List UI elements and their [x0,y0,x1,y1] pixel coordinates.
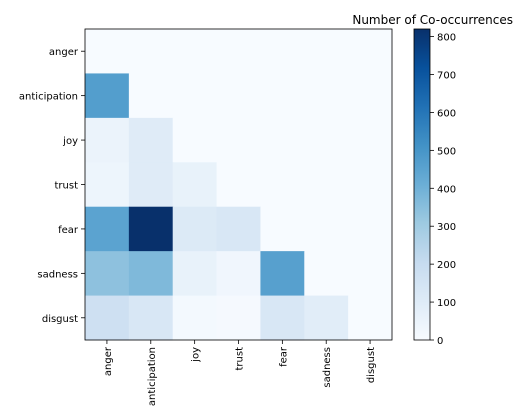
heatmap-cell-trust-anger [85,162,130,208]
heatmap-cell-fear-fear [260,206,305,252]
x-tick-label: anger [103,346,114,376]
y-tick-label: anger [49,47,79,58]
heatmap-cell-trust-disgust [348,162,393,208]
y-tick-label: joy [62,136,78,147]
heatmap-cell-anticipation-disgust [348,73,393,119]
colorbar-ticks: 0 100 200 300 400 500 600 700 800 [430,33,456,347]
heatmap-cells [85,29,393,341]
heatmap-cell-anger-disgust [348,29,393,74]
colorbar-tick-label: 100 [437,298,456,309]
heatmap-cell-joy-anticipation [128,117,174,163]
colorbar [413,28,431,341]
heatmap-cell-disgust-trust [216,295,261,341]
heatmap-cell-trust-trust [216,162,261,208]
heatmap-cell-trust-anticipation [128,162,174,208]
heatmap-cell-disgust-sadness [304,295,349,341]
colorbar-tick-label: 300 [437,222,456,233]
colorbar-tick-label: 800 [437,33,456,44]
heatmap-cell-anger-anticipation [128,29,174,74]
y-tick-label: trust [54,181,78,192]
colorbar-tick-label: 0 [437,336,443,347]
heatmap-cell-disgust-anticipation [128,295,174,341]
heatmap-cell-fear-sadness [304,206,349,252]
x-tick-label: joy [191,347,202,363]
x-tick-label: sadness [322,347,333,388]
colorbar-tick-label: 700 [437,71,456,82]
heatmap-cell-fear-disgust [348,206,393,252]
heatmap-cell-sadness-disgust [348,251,393,297]
colorbar-title: Number of Co-occurrences [352,13,513,27]
heatmap-cell-anticipation-joy [172,73,218,119]
heatmap-cell-anticipation-sadness [304,73,349,119]
colorbar-tick-label: 200 [437,260,456,271]
heatmap-cell-joy-anger [85,117,130,163]
heatmap-cell-joy-trust [216,117,261,163]
heatmap-cell-anger-fear [260,29,305,74]
heatmap-cell-fear-joy [172,206,218,252]
heatmap-cell-joy-joy [172,117,218,163]
heatmap-cell-anger-sadness [304,29,349,74]
heatmap-cell-anticipation-anger [85,73,130,119]
heatmap-cell-anger-anger [85,29,130,74]
heatmap-cell-joy-sadness [304,117,349,163]
heatmap-cell-disgust-anger [85,295,130,341]
heatmap-cell-joy-disgust [348,117,393,163]
heatmap-cell-joy-fear [260,117,305,163]
heatmap-cell-fear-anger [85,206,130,252]
heatmap-cell-anger-trust [216,29,261,74]
heatmap-cell-trust-joy [172,162,218,208]
y-tick-label: sadness [37,269,78,280]
heatmap-cell-fear-anticipation [128,206,174,252]
heatmap-cell-anticipation-trust [216,73,261,119]
heatmap-cell-anticipation-fear [260,73,305,119]
heatmap-cell-fear-trust [216,206,261,252]
heatmap-cell-sadness-trust [216,251,261,297]
y-tick-label: disgust [42,314,78,325]
x-axis: anger anticipation joy trust fear sadness disg… [103,340,377,406]
heatmap-cell-sadness-joy [172,251,218,297]
heatmap-cell-sadness-anticipation [128,251,174,297]
heatmap-cell-disgust-fear [260,295,305,341]
x-tick-label: fear [278,346,289,367]
colorbar-tick-label: 400 [437,184,456,195]
heatmap-cell-disgust-disgust [348,295,393,341]
y-axis: anger anticipation joy trust fear sadness disg… [19,47,85,325]
y-tick-label: anticipation [19,92,78,103]
heatmap-cell-trust-fear [260,162,305,208]
heatmap-cell-sadness-sadness [304,251,349,297]
heatmap-cell-anticipation-anticipation [128,73,174,119]
heatmap-cell-trust-sadness [304,162,349,208]
heatmap-cell-sadness-anger [85,251,130,297]
x-tick-label: trust [235,347,246,371]
colorbar-tick-label: 500 [437,146,456,157]
x-tick-label: disgust [366,347,377,383]
heatmap-cell-sadness-fear [260,251,305,297]
y-tick-label: fear [58,225,79,236]
colorbar-tick-label: 600 [437,108,456,119]
heatmap-cell-disgust-joy [172,295,218,341]
heatmap-cell-anger-joy [172,29,218,74]
x-tick-label: anticipation [147,347,158,406]
